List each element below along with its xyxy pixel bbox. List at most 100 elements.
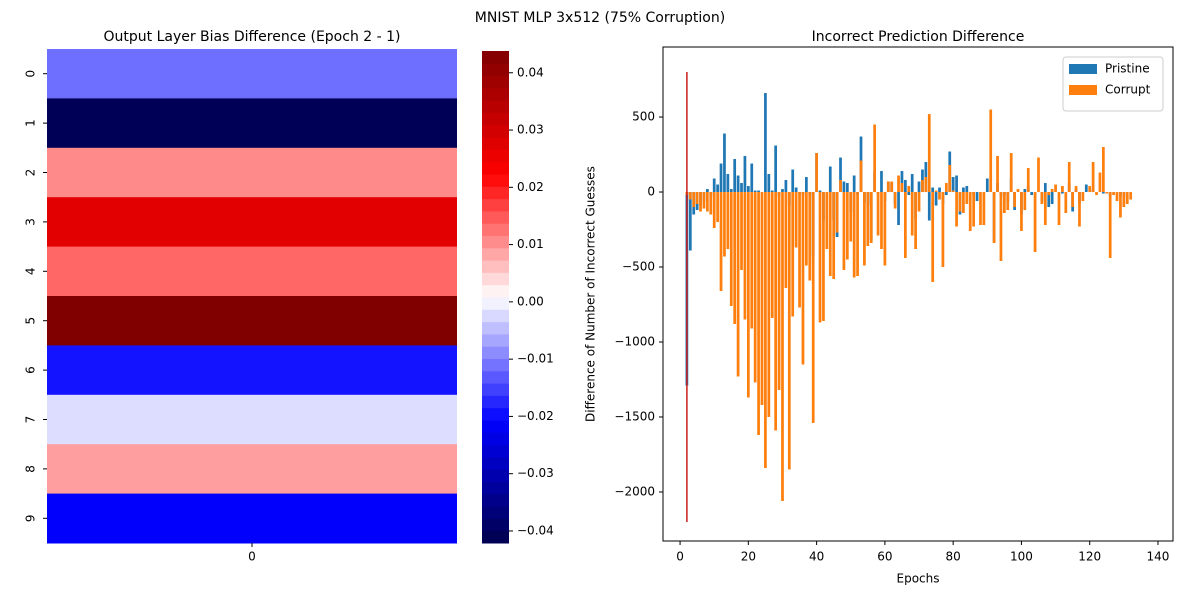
figure-title: MNIST MLP 3x512 (75% Corruption)	[475, 10, 725, 26]
bar	[746, 186, 750, 193]
bar	[1098, 172, 1102, 193]
bar	[938, 187, 941, 193]
bar	[910, 192, 914, 236]
bar	[794, 187, 798, 193]
bar	[1050, 192, 1054, 205]
bar	[1047, 192, 1051, 196]
bar	[979, 192, 982, 226]
bar	[962, 187, 965, 193]
bar	[702, 192, 706, 209]
colorbar-segment	[482, 469, 509, 482]
colorbar-segment	[482, 432, 509, 446]
bar	[975, 192, 979, 202]
bar	[1037, 157, 1040, 193]
heatmap-cell	[47, 394, 457, 445]
bar	[873, 124, 877, 193]
bar	[757, 192, 760, 435]
bar	[869, 192, 873, 244]
bar	[818, 192, 822, 323]
colorbar-segment	[482, 100, 509, 113]
colorbar-tick-label: 0.03	[517, 123, 544, 137]
legend-swatch	[1069, 85, 1097, 95]
bar	[736, 192, 740, 377]
bar	[904, 180, 907, 193]
bar	[692, 192, 696, 208]
colorbar-segment	[482, 456, 509, 470]
bar	[880, 192, 883, 250]
bar	[791, 169, 795, 193]
colorbar-segment	[482, 346, 509, 359]
bar	[1081, 192, 1085, 202]
colorbar-tick-label: −0.02	[517, 409, 554, 423]
x-tick-label: 40	[809, 550, 824, 564]
colorbar-segment	[482, 284, 509, 298]
bar	[948, 165, 952, 193]
bar	[787, 192, 791, 470]
bar	[791, 192, 795, 317]
bar	[1020, 192, 1023, 232]
bar	[992, 192, 996, 244]
bar	[723, 133, 726, 193]
heatmap-cell	[47, 98, 457, 149]
y-tick-label: 9	[24, 514, 38, 522]
y-tick-label: −2000	[614, 484, 655, 498]
bar	[897, 175, 900, 193]
bar	[927, 114, 931, 193]
bar	[955, 175, 958, 193]
colorbar-segment	[482, 383, 509, 396]
colorbar-tick-label: 0.04	[517, 65, 544, 79]
bar	[1088, 186, 1092, 193]
bar	[897, 192, 900, 226]
bar	[750, 192, 754, 329]
bar	[835, 192, 839, 233]
colorbar-segment	[482, 210, 509, 224]
bar	[753, 192, 757, 383]
colorbar-segment	[482, 149, 509, 163]
x-tick-label: 80	[946, 550, 961, 564]
bar	[1040, 192, 1044, 205]
bar	[1125, 192, 1129, 205]
bar	[893, 192, 897, 209]
bar	[764, 93, 767, 193]
bar	[770, 190, 774, 193]
bar	[811, 192, 815, 423]
bar	[927, 192, 931, 221]
colorbar-tick-label: 0.00	[517, 294, 544, 308]
legend-swatch	[1069, 64, 1097, 74]
bar	[1061, 192, 1064, 194]
colorbar-segment	[482, 161, 509, 175]
y-tick-label: −1500	[614, 409, 655, 423]
bar	[1013, 192, 1016, 208]
bar	[866, 192, 870, 247]
bar	[740, 192, 743, 271]
colorbar-segment	[482, 247, 509, 261]
bar	[760, 192, 764, 405]
bar	[863, 192, 866, 266]
bar	[883, 192, 887, 266]
colorbar-segment	[482, 395, 509, 409]
bar	[753, 190, 757, 193]
bar	[801, 192, 805, 365]
bar	[1043, 192, 1047, 226]
subplot-title: Output Layer Bias Difference (Epoch 2 - …	[103, 29, 400, 45]
bar	[825, 192, 829, 250]
y-tick-label: 0	[647, 185, 655, 199]
bar	[996, 156, 999, 193]
colorbar-segment	[482, 481, 509, 495]
bar	[852, 175, 856, 193]
bar	[914, 192, 917, 250]
bar	[890, 181, 894, 193]
y-tick-label: 3	[24, 218, 38, 226]
colorbar-tick-label: −0.04	[517, 523, 554, 537]
colorbar-segment	[482, 333, 509, 347]
bar	[931, 187, 935, 193]
bar	[709, 192, 713, 215]
bar	[767, 174, 771, 193]
bar	[774, 145, 778, 193]
bar	[729, 192, 733, 306]
x-tick-label: 60	[877, 550, 892, 564]
x-tick-label: 140	[1147, 550, 1170, 564]
bar	[999, 192, 1003, 262]
bar	[938, 192, 941, 200]
